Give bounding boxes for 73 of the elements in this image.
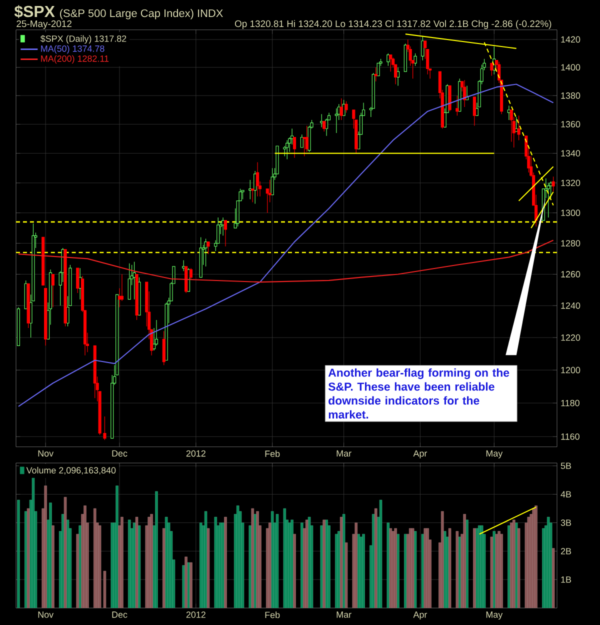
x-tick-label: May [486,450,503,458]
x-tick-label: Nov [38,612,54,618]
candlestick [204,238,208,267]
legend-label: $SPX (Daily) 1317.82 [40,35,126,44]
candlestick [546,182,550,218]
candlestick [224,220,228,247]
x-tick-label: Mar [336,450,352,457]
y-tick-label: 1400 [561,64,580,71]
y-tick-label: 3B [560,520,572,526]
candlestick [374,67,378,82]
candlestick [256,162,260,197]
candlestick [322,121,326,132]
text: Op 1320.81 Hi 1324.20 Lo 1314.23 Cl 1317.82 Vol 2.1B Chg -2.86 (-0.22%) [234,20,552,29]
annotation: Another bear-flag forming on the S&P. These have been reliable downside indicators for the market. [328,368,510,419]
y-tick-label: 1420 [561,36,580,43]
x-tick-label: Nov [38,450,54,457]
y-tick-label: 1260 [561,271,580,278]
candlestick [76,268,80,294]
x-tick-label: Mar [336,612,352,618]
x-tick-label: Feb [265,612,280,618]
y-tick-label: 1B [561,576,572,583]
x-tick-label: 2012 [186,450,206,457]
x-tick-label: Dec [112,450,128,457]
x-tick-label: Feb [265,450,280,457]
x-tick-label: Apr [413,612,428,620]
y-tick-label: 4B [560,491,572,498]
candlestick [222,217,225,236]
candlestick [206,242,210,254]
candlestick [189,268,193,280]
candlestick [490,62,494,76]
legend-label: MA(200) 1282.11 [41,55,109,64]
chart-title: $SPX [14,5,55,18]
y-tick-label: 1300 [561,210,580,216]
x-tick-label: May [486,612,503,620]
y-tick-label: 1280 [561,240,580,246]
y-tick-label: 5B [560,462,572,469]
candlestick [292,136,296,158]
candlestick [251,188,254,203]
candlestick [334,108,338,134]
x-tick-label: 2012 [186,612,206,618]
legend-label: MA(50) 1374.78 [41,45,104,54]
x-tick-label: Apr [413,450,428,458]
y-tick-label: 1160 [561,433,580,440]
candlestick [300,134,304,148]
text: 25-May-2012 [16,20,72,29]
candlestick [182,260,186,272]
candlestick [270,168,274,196]
candlestick [286,140,289,160]
candlestick [552,176,555,192]
y-tick-label: 1360 [561,121,580,128]
x-tick-label: Dec [112,612,128,618]
chart-subtitle: (S&P 500 Large Cap Index) INDX [60,9,223,20]
candlestick [421,36,424,61]
candlestick [51,274,55,308]
candlestick [128,263,131,300]
y-tick-label: 1320 [561,180,580,186]
candlestick [305,125,308,152]
y-tick-label: 1340 [561,150,580,156]
y-tick-label: 1200 [561,366,580,374]
candlestick [414,53,417,66]
line-series [18,84,554,407]
candlestick [376,62,380,76]
y-tick-label: 2B [560,548,572,554]
candlestick [472,96,476,126]
y-tick-label: 1220 [561,334,580,341]
legend-label: Volume 2,096,163,840 [26,466,116,475]
y-tick-label: 1240 [561,302,580,309]
candlestick [456,95,459,116]
candlestick [162,330,166,366]
y-tick-label: 1180 [561,400,580,406]
line-series [18,240,554,283]
candlestick [389,54,392,72]
y-tick-label: 1380 [561,92,580,99]
